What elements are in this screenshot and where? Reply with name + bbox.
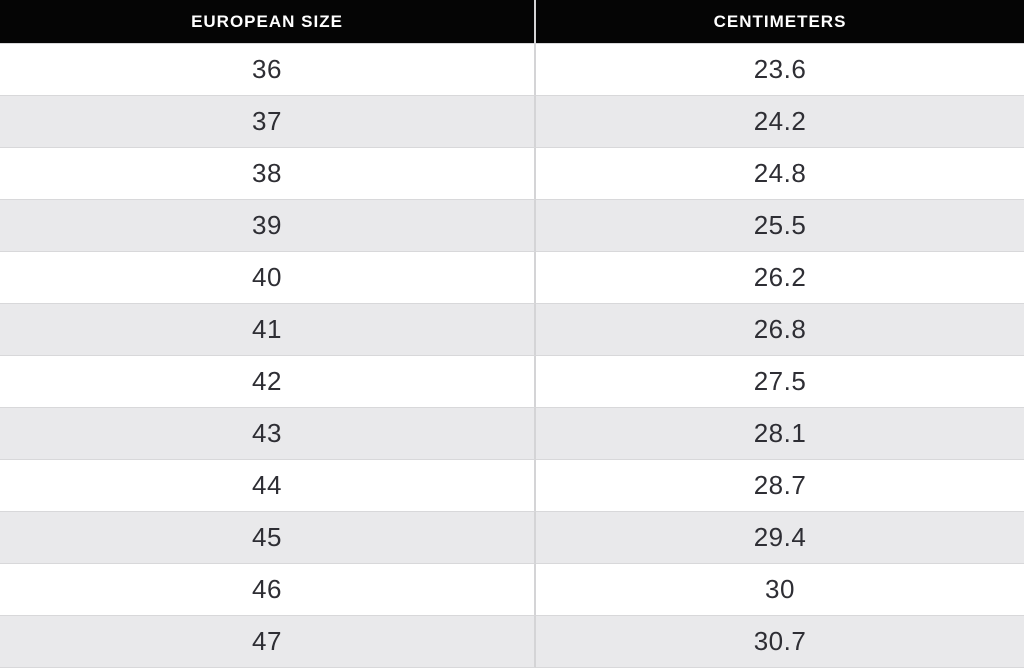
cm-cell: 28.1 (536, 408, 1024, 460)
cm-cell: 29.4 (536, 512, 1024, 564)
eu-size-cell: 41 (0, 304, 536, 356)
cm-cell: 28.7 (536, 460, 1024, 512)
eu-size-cell: 42 (0, 356, 536, 408)
eu-size-cell: 43 (0, 408, 536, 460)
table-header-row: EUROPEAN SIZE CENTIMETERS (0, 0, 1024, 44)
eu-size-cell: 44 (0, 460, 536, 512)
eu-size-cell: 47 (0, 616, 536, 668)
table-row: 36 23.6 (0, 44, 1024, 96)
table-row: 47 30.7 (0, 616, 1024, 668)
cm-cell: 27.5 (536, 356, 1024, 408)
cm-cell: 24.2 (536, 96, 1024, 148)
eu-size-cell: 37 (0, 96, 536, 148)
table-row: 46 30 (0, 564, 1024, 616)
table-row: 43 28.1 (0, 408, 1024, 460)
eu-size-cell: 39 (0, 200, 536, 252)
table-row: 41 26.8 (0, 304, 1024, 356)
cm-cell: 23.6 (536, 44, 1024, 96)
table-row: 37 24.2 (0, 96, 1024, 148)
cm-cell: 30.7 (536, 616, 1024, 668)
column-header-european-size: EUROPEAN SIZE (0, 0, 536, 44)
eu-size-cell: 40 (0, 252, 536, 304)
table-row: 42 27.5 (0, 356, 1024, 408)
table-row: 45 29.4 (0, 512, 1024, 564)
table-row: 38 24.8 (0, 148, 1024, 200)
cm-cell: 24.8 (536, 148, 1024, 200)
column-header-centimeters: CENTIMETERS (536, 0, 1024, 44)
table-row: 39 25.5 (0, 200, 1024, 252)
eu-size-cell: 46 (0, 564, 536, 616)
eu-size-cell: 38 (0, 148, 536, 200)
eu-size-cell: 36 (0, 44, 536, 96)
cm-cell: 25.5 (536, 200, 1024, 252)
table-row: 44 28.7 (0, 460, 1024, 512)
eu-size-cell: 45 (0, 512, 536, 564)
table-row: 40 26.2 (0, 252, 1024, 304)
cm-cell: 26.2 (536, 252, 1024, 304)
cm-cell: 30 (536, 564, 1024, 616)
cm-cell: 26.8 (536, 304, 1024, 356)
